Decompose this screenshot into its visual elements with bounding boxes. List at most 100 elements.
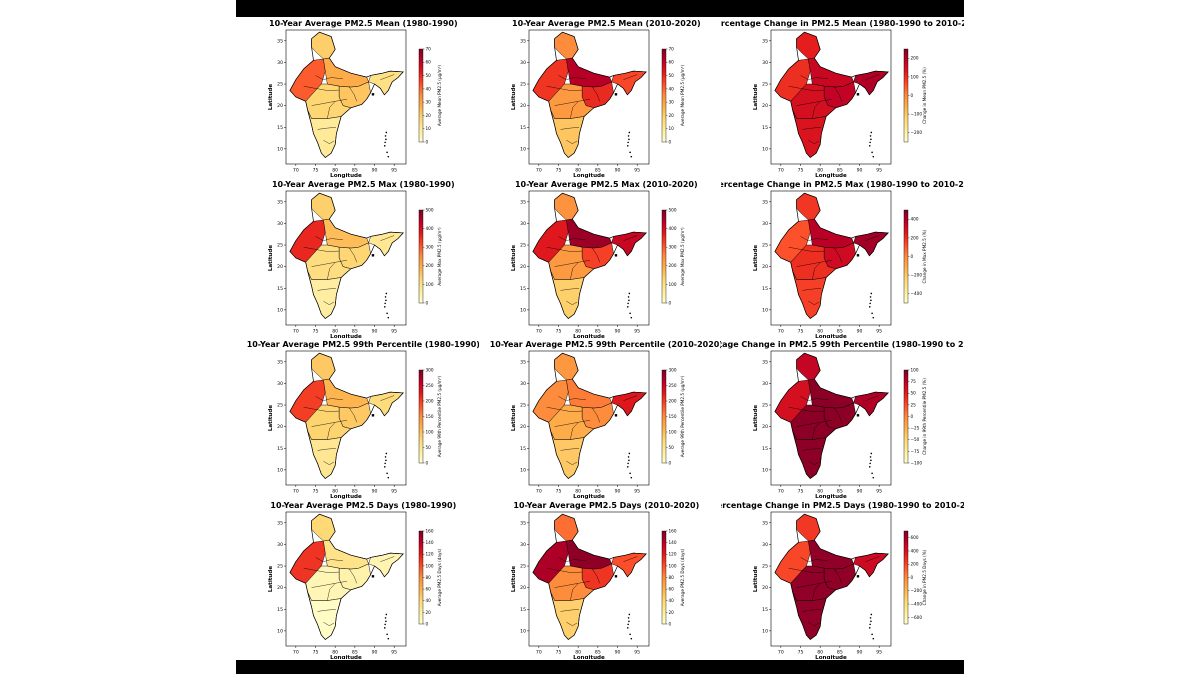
- country-outline: [774, 31, 890, 158]
- colorbar-tick-label: 80: [425, 574, 431, 579]
- state-border: [317, 287, 337, 291]
- top-letterbox-bar: [236, 0, 964, 17]
- state-border: [796, 99, 833, 106]
- y-axis-label: Latitude: [511, 244, 517, 271]
- panel-title: Percentage Change in PM2.5 Days (1980-19…: [721, 501, 964, 510]
- colorbar-tick-label: −100: [911, 460, 923, 465]
- y-tick-label: 25: [762, 82, 768, 88]
- state-border: [812, 582, 821, 601]
- y-tick-label: 35: [277, 199, 283, 205]
- y-tick-label: 10: [277, 467, 283, 473]
- x-axis-label: Longitude: [815, 494, 847, 499]
- state-border: [622, 74, 637, 80]
- y-tick-label: 20: [762, 424, 768, 430]
- colorbar-tick-label: 0: [425, 300, 428, 305]
- state-border: [327, 422, 336, 440]
- state-border: [311, 259, 348, 267]
- state-border: [317, 448, 337, 451]
- colorbar-tick-label: 200: [668, 263, 676, 268]
- state-border: [380, 74, 395, 80]
- island-dot: [627, 135, 629, 137]
- colorbar-tick-label: 70: [668, 46, 674, 51]
- y-tick-label: 20: [762, 103, 768, 109]
- island-dot: [869, 623, 872, 625]
- colorbar-tick-label: 10: [425, 126, 431, 131]
- coastal-marker: [371, 574, 375, 578]
- colorbar-tick-label: 0: [668, 621, 671, 626]
- island-dot: [628, 452, 630, 455]
- island-dot: [628, 613, 630, 615]
- x-tick-label: 80: [818, 167, 824, 173]
- x-tick-label: 85: [837, 328, 843, 334]
- state-border: [348, 86, 357, 102]
- state-border: [591, 407, 600, 423]
- x-tick-label: 95: [634, 167, 640, 173]
- colorbar-label: Average Max PM2.5 (µg/m³): [680, 226, 685, 285]
- y-tick-label: 10: [762, 146, 768, 152]
- y-tick-label: 30: [762, 542, 768, 548]
- x-tick-label: 90: [372, 649, 378, 655]
- island-dot: [870, 292, 873, 294]
- map-panel: 10-Year Average PM2.5 99th Percentile (2…: [489, 340, 721, 498]
- state-border: [834, 246, 843, 262]
- y-tick-label: 10: [762, 467, 768, 473]
- colorbar-tick-label: 300: [425, 367, 433, 372]
- state-border: [569, 261, 579, 280]
- x-tick-label: 70: [778, 328, 784, 334]
- x-tick-label: 70: [778, 649, 784, 655]
- x-tick-label: 70: [293, 167, 299, 173]
- island-dot: [870, 138, 873, 141]
- x-tick-label: 80: [818, 488, 824, 494]
- island-dot: [628, 292, 630, 294]
- island-dot: [628, 472, 631, 475]
- state-border: [622, 234, 637, 241]
- colorbar: [661, 530, 666, 624]
- colorbar-tick-label: 40: [425, 598, 431, 603]
- y-tick-label: 15: [762, 125, 768, 131]
- island-dot: [383, 145, 386, 147]
- y-tick-label: 15: [520, 125, 526, 131]
- island-dot: [626, 623, 629, 625]
- colorbar-tick-label: −400: [911, 291, 923, 296]
- state-border: [315, 556, 344, 562]
- island-dot: [871, 151, 874, 154]
- coastal-marker: [614, 253, 617, 257]
- x-tick-label: 90: [614, 488, 620, 494]
- state-border: [303, 567, 340, 573]
- y-tick-label: 15: [277, 285, 283, 291]
- y-axis-label: Latitude: [268, 405, 274, 432]
- island-dot: [385, 131, 388, 134]
- map-panel: 10-Year Average PM2.5 Mean (1980-1990) 70…: [268, 19, 458, 178]
- colorbar-tick-label: 50: [425, 445, 431, 450]
- state-border: [327, 582, 336, 601]
- y-tick-label: 10: [520, 467, 526, 473]
- x-tick-label: 80: [575, 649, 581, 655]
- colorbar-label: Average PM2.5 Days (days): [680, 548, 685, 606]
- colorbar-tick-label: 250: [668, 383, 676, 388]
- y-tick-label: 20: [762, 264, 768, 270]
- state-border: [554, 99, 590, 106]
- y-tick-label: 30: [277, 542, 283, 548]
- y-tick-label: 15: [762, 606, 768, 612]
- state-border: [800, 396, 829, 401]
- colorbar-tick-label: 200: [911, 235, 919, 240]
- state-border: [796, 259, 833, 267]
- island-dot: [869, 462, 872, 465]
- island-dot: [387, 316, 390, 318]
- state-border: [303, 246, 340, 252]
- state-border: [800, 235, 829, 241]
- island-dot: [385, 620, 387, 622]
- country-outline: [532, 513, 647, 640]
- y-tick-label: 10: [277, 628, 283, 634]
- map-panel: 10-Year Average PM2.5 Days (1980-1990) 70…: [268, 501, 456, 659]
- panel-title: 10-Year Average PM2.5 Mean (2010-2020): [512, 19, 701, 28]
- x-axis-label: Longitude: [330, 173, 362, 178]
- state-border: [323, 140, 335, 144]
- x-tick-label: 70: [293, 649, 299, 655]
- island-dot: [387, 476, 390, 479]
- island-dot: [871, 312, 874, 314]
- x-tick-label: 85: [837, 488, 843, 494]
- island-dot: [628, 151, 631, 154]
- x-tick-label: 80: [332, 167, 338, 173]
- island-dot: [869, 305, 871, 308]
